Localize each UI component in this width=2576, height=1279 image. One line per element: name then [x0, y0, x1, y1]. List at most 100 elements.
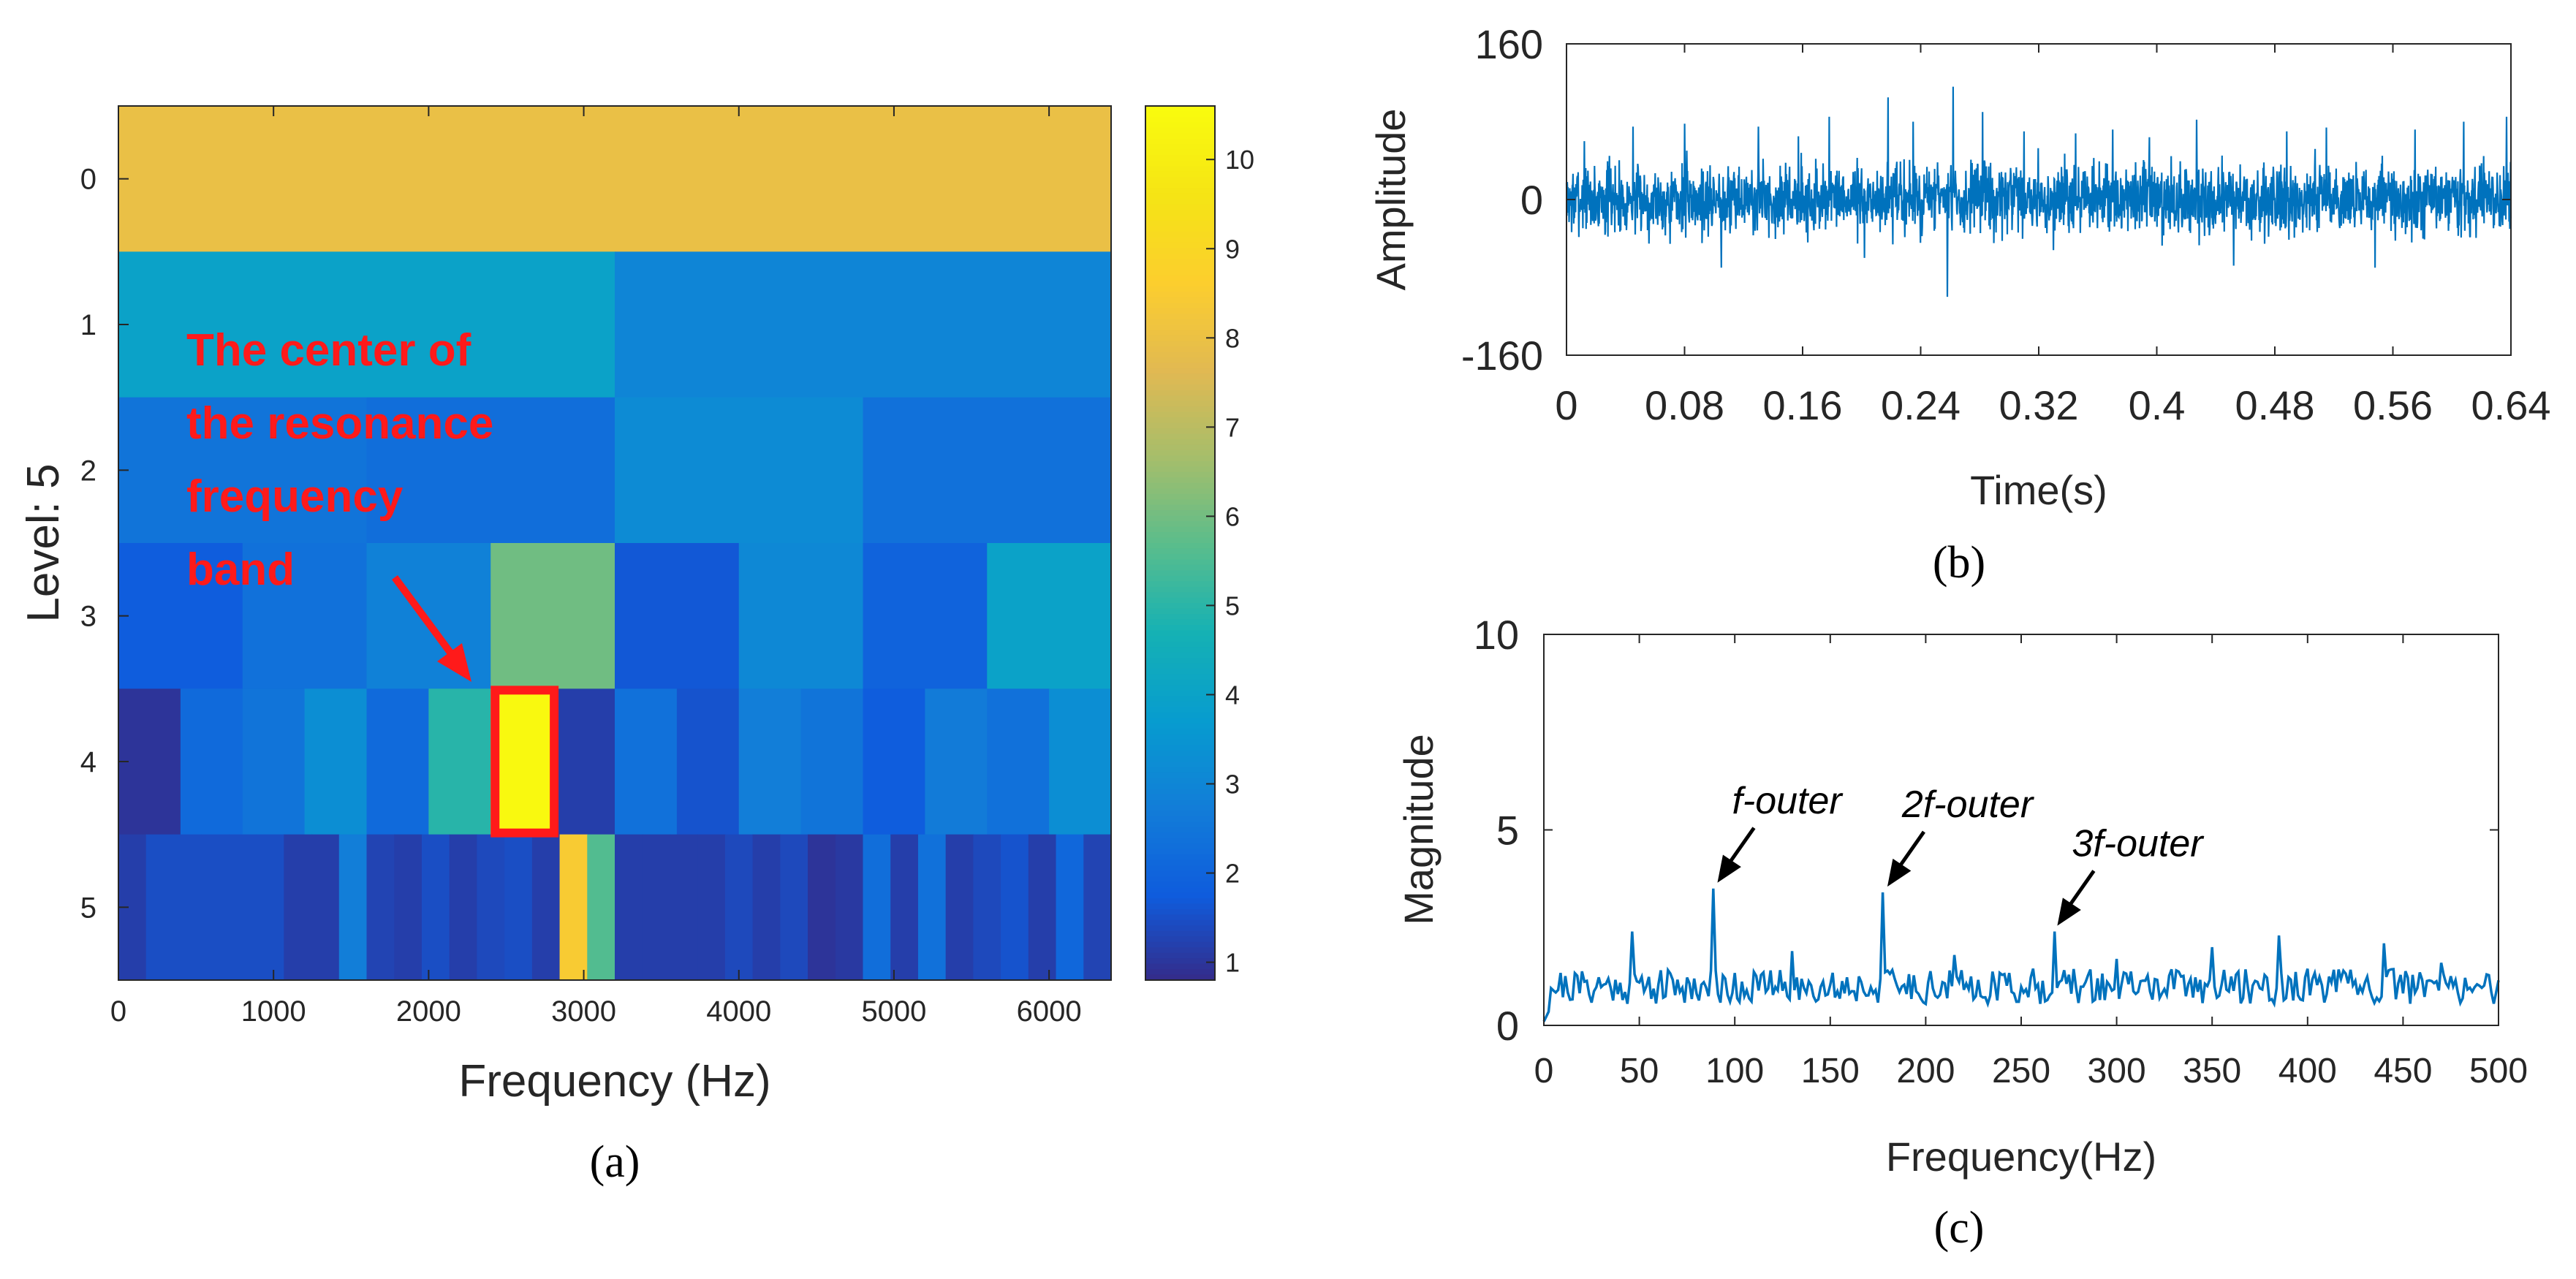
x-tick-label: 0.4 [2129, 382, 2186, 428]
colorbar-segment [1145, 308, 1215, 314]
colorbar-segment [1145, 974, 1215, 981]
peak-label: 2f-outer [1901, 783, 2035, 826]
heatmap-cell-l5-27 [863, 834, 891, 981]
colorbar-segment [1145, 477, 1215, 484]
colorbar-segment [1145, 745, 1215, 751]
spectrum-axes-frame [1543, 634, 2499, 1026]
heatmap-cell-l5-34 [1056, 834, 1084, 981]
heatmap-cell-l3-4 [615, 543, 740, 689]
heatmap-cell-l5-5 [256, 834, 284, 981]
x-tick-label: 6000 [1017, 995, 1082, 1028]
colorbar-segment [1145, 144, 1215, 151]
heatmap-cell-l5-28 [890, 834, 919, 981]
colorbar-tick-label: 6 [1225, 501, 1240, 531]
colorbar-segment [1145, 751, 1215, 757]
colorbar-tick-label: 3 [1225, 770, 1240, 800]
panel-a-heatmap: 0 1000 2000 3000 4000 5000 6000 0 1 2 3 4 5 Frequen… [18, 105, 1254, 1187]
colorbar-segment [1145, 772, 1215, 779]
heatmap-cell-l2-2 [615, 397, 864, 544]
heatmap-cell-l5-11 [421, 834, 450, 981]
colorbar-segment [1145, 193, 1215, 200]
colorbar-segment [1145, 800, 1215, 806]
colorbar-segment [1145, 346, 1215, 353]
colorbar-segment [1145, 925, 1215, 932]
colorbar-tick-label: 7 [1225, 412, 1240, 442]
heatmap-cell-l5-9 [366, 834, 395, 981]
x-tick-label: 0 [1555, 382, 1577, 428]
y-tick-label: 0 [1520, 177, 1543, 223]
signal-x-axis-label: Time(s) [1970, 467, 2107, 513]
colorbar-segment [1145, 259, 1215, 265]
colorbar-segment [1145, 575, 1215, 582]
heatmap-cell-l5-25 [808, 834, 836, 981]
colorbar-segment [1145, 493, 1215, 500]
colorbar-segment [1145, 160, 1215, 167]
colorbar-segment [1145, 149, 1215, 156]
x-tick-label: 3000 [551, 995, 616, 1028]
heatmap-cell-l5-19 [642, 834, 671, 981]
colorbar-segment [1145, 712, 1215, 718]
colorbar-segment [1145, 248, 1215, 254]
spectrum-x-axis-label: Frequency(Hz) [1886, 1134, 2156, 1180]
colorbar [1145, 106, 1215, 981]
colorbar-segment [1145, 231, 1215, 238]
colorbar-segment [1145, 892, 1215, 899]
heatmap-cell-l3-2 [366, 543, 491, 689]
colorbar-segment [1145, 286, 1215, 292]
colorbar-segment [1145, 133, 1215, 140]
heatmap-cell-l4-1 [180, 688, 243, 835]
colorbar-segment [1145, 903, 1215, 910]
colorbar-tick-label: 10 [1225, 145, 1254, 175]
heatmap-cell-l4-7 [553, 688, 615, 835]
colorbar-segment [1145, 723, 1215, 729]
colorbar-tick-label: 4 [1225, 680, 1240, 710]
colorbar-segment [1145, 811, 1215, 817]
colorbar-segment [1145, 281, 1215, 287]
colorbar-segment [1145, 466, 1215, 473]
colorbar-segment [1145, 237, 1215, 243]
colorbar-tick-label: 8 [1225, 323, 1240, 353]
annotation-line-2: the resonance [186, 398, 493, 449]
colorbar-segment [1145, 357, 1215, 364]
colorbar-segment [1145, 444, 1215, 451]
colorbar-segment [1145, 930, 1215, 937]
x-tick-label: 0.64 [2471, 382, 2551, 428]
colorbar-segment [1145, 417, 1215, 424]
heatmap-cell-l4-2 [242, 688, 306, 835]
colorbar-segment [1145, 674, 1215, 680]
colorbar-segment [1145, 303, 1215, 309]
heatmap-cell-l4-15 [1049, 688, 1112, 835]
heatmap-cell-l3-5 [738, 543, 864, 689]
colorbar-segment [1145, 941, 1215, 948]
colorbar-segment [1145, 767, 1215, 773]
colorbar-segment [1145, 778, 1215, 784]
colorbar-segment [1145, 210, 1215, 216]
panel-b-time-signal: 0 0.08 0.16 0.24 0.32 0.4 0.48 0.56 0.64 160 0 -16… [1368, 21, 2551, 588]
heatmap-cell-l5-15 [531, 834, 561, 981]
x-tick-label: 200 [1896, 1052, 1955, 1090]
colorbar-segment [1145, 947, 1215, 954]
y-tick-label: -160 [1461, 333, 1543, 379]
colorbar-segment [1145, 111, 1215, 118]
x-tick-label: 100 [1705, 1052, 1764, 1090]
heatmap-cell-l5-13 [477, 834, 505, 981]
y-tick-label: 3 [80, 601, 96, 633]
colorbar-segment [1145, 390, 1215, 396]
colorbar-segment [1145, 881, 1215, 888]
heatmap-cell-l4-9 [676, 688, 740, 835]
heatmap-x-axis-label: Frequency (Hz) [458, 1056, 770, 1107]
signal-line [1565, 86, 2512, 297]
colorbar-segment [1145, 564, 1215, 572]
colorbar-segment [1145, 652, 1215, 659]
colorbar-segment [1145, 460, 1215, 468]
peak-arrow [1717, 827, 1756, 883]
heatmap-cell-l4-8 [615, 688, 678, 835]
colorbar-segment [1145, 499, 1215, 506]
colorbar-segment [1145, 226, 1215, 232]
x-tick-label: 0.48 [2235, 382, 2315, 428]
heatmap-axes-frame [118, 105, 1112, 981]
heatmap-cell-l4-13 [925, 688, 988, 835]
heatmap-y-axis-label: Level: 5 [18, 463, 69, 622]
colorbar-segment [1145, 297, 1215, 303]
